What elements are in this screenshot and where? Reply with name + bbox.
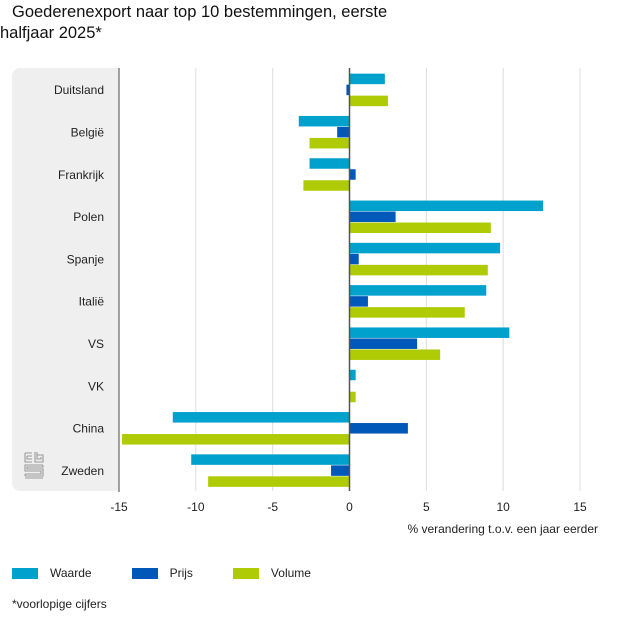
legend-swatch <box>12 567 38 579</box>
bar-volume-7 <box>349 391 356 403</box>
bar-prijs-1 <box>337 126 350 138</box>
bar-volume-5 <box>349 307 465 318</box>
bar-waarde-9 <box>191 454 350 465</box>
bar-prijs-8 <box>349 423 408 434</box>
category-label: Spanje <box>67 252 105 266</box>
category-label: VK <box>88 379 104 393</box>
x-tick-label: 15 <box>573 500 587 514</box>
bar-prijs-5 <box>349 296 368 307</box>
x-tick-label: 10 <box>496 500 510 514</box>
bar-volume-1 <box>309 137 350 149</box>
bar-waarde-2 <box>309 158 350 169</box>
bar-prijs-2 <box>349 169 356 180</box>
bar-volume-6 <box>349 349 441 360</box>
chart-title-line-2: halfjaar 2025* <box>0 24 102 42</box>
category-label: Zweden <box>61 464 104 478</box>
bar-waarde-3 <box>349 200 544 212</box>
legend: Waarde Prijs Volume <box>12 566 351 580</box>
legend-item-prijs: Prijs <box>131 566 193 580</box>
x-tick-label: -15 <box>110 500 128 514</box>
x-tick-label: -5 <box>267 500 278 514</box>
bar-prijs-9 <box>331 465 350 476</box>
bar-waarde-0 <box>349 73 385 85</box>
bar-volume-2 <box>303 180 350 191</box>
legend-label: Waarde <box>50 566 92 580</box>
category-label: Polen <box>73 210 104 224</box>
category-label: Frankrijk <box>58 168 105 182</box>
bar-prijs-0 <box>346 84 350 96</box>
bar-waarde-8 <box>172 412 350 423</box>
category-label: China <box>73 422 105 436</box>
category-label-panel <box>12 68 119 491</box>
x-tick-label: -10 <box>187 500 205 514</box>
bar-prijs-4 <box>349 253 359 265</box>
category-label: Duitsland <box>54 83 104 97</box>
legend-item-volume: Volume <box>232 566 311 580</box>
bar-volume-3 <box>349 222 491 234</box>
bar-waarde-6 <box>349 327 510 338</box>
bar-volume-8 <box>122 434 350 445</box>
bar-waarde-5 <box>349 285 487 296</box>
bar-volume-9 <box>208 476 350 487</box>
legend-label: Volume <box>270 566 311 580</box>
bar-waarde-7 <box>349 369 356 381</box>
legend-item-waarde: Waarde <box>12 566 92 580</box>
bar-volume-4 <box>349 264 488 276</box>
footnote: *voorlopige cijfers <box>12 597 107 611</box>
category-label: Italië <box>79 295 105 309</box>
category-label: VS <box>88 337 104 351</box>
x-tick-label: 5 <box>423 500 430 514</box>
category-label: België <box>71 125 105 139</box>
chart-title: Goederenexport naar top 10 bestemmingen,… <box>0 2 600 44</box>
legend-swatch <box>131 567 158 579</box>
bar-prijs-3 <box>349 211 396 223</box>
x-tick-label: 0 <box>346 500 353 514</box>
legend-swatch <box>232 567 259 579</box>
x-axis-title: % verandering t.o.v. een jaar eerder <box>407 522 598 536</box>
bar-waarde-4 <box>349 242 501 254</box>
legend-label: Prijs <box>169 566 193 580</box>
bar-waarde-1 <box>298 115 350 127</box>
bar-prijs-6 <box>349 338 418 349</box>
cbs-logo-icon <box>24 452 44 479</box>
bar-volume-0 <box>349 95 388 107</box>
chart-title-line-1: Goederenexport naar top 10 bestemmingen,… <box>12 3 388 21</box>
